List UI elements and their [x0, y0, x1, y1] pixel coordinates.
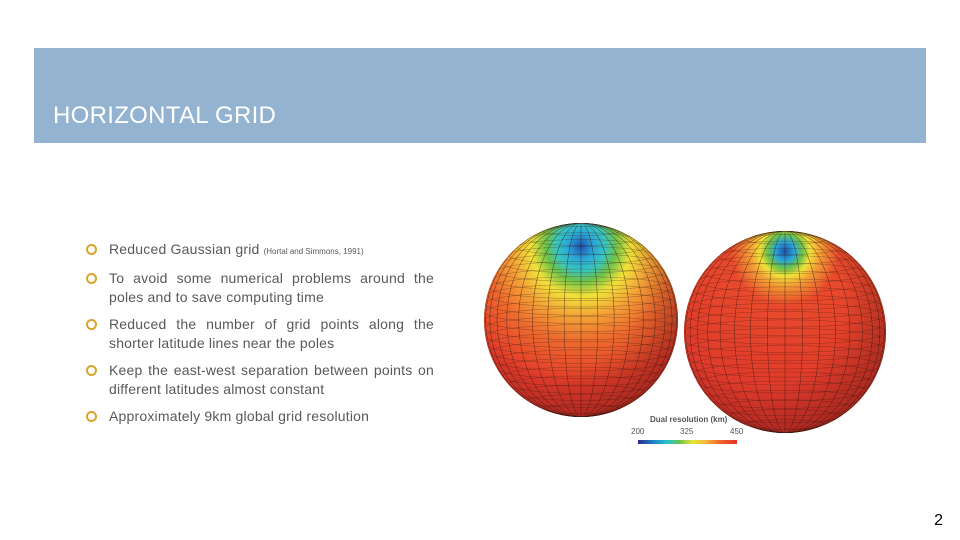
bullet-text: Reduced the number of grid points along …: [109, 316, 434, 351]
bullet-ring-icon: [86, 273, 97, 284]
citation-text: (Hortal and Simmons, 1991): [263, 247, 364, 256]
bullet-item: Reduced the number of grid points along …: [86, 315, 434, 353]
legend-tick-label: 325: [680, 427, 694, 436]
legend-color-bar: [638, 440, 737, 444]
bullet-ring-icon: [86, 411, 97, 422]
bullet-item: Keep the east-west separation between po…: [86, 361, 434, 399]
title-band: HORIZONTAL GRID: [34, 48, 926, 143]
globe-right: [684, 231, 886, 433]
bullet-text: Approximately 9km global grid resolution: [109, 408, 370, 424]
slide-title: HORIZONTAL GRID: [53, 102, 277, 129]
legend-ticks: 200 325 450: [631, 427, 749, 437]
bullet-list: Reduced Gaussian grid (Hortal and Simmon…: [86, 240, 434, 434]
legend-title: Dual resolution (km): [650, 415, 728, 424]
bullet-ring-icon: [86, 244, 97, 255]
bullet-ring-icon: [86, 319, 97, 330]
page-number: 2: [934, 512, 943, 529]
bullet-text: To avoid some numerical problems around …: [109, 270, 434, 305]
legend-tick-label: 200: [631, 427, 645, 436]
globe-grid-figure: [484, 223, 886, 433]
legend-tick-label: 450: [730, 427, 744, 436]
bullet-item: Reduced Gaussian grid (Hortal and Simmon…: [86, 240, 434, 261]
bullet-text: Keep the east-west separation between po…: [109, 362, 434, 397]
globe-left: [484, 223, 678, 417]
bullet-text: Reduced Gaussian grid: [109, 241, 264, 257]
bullet-item: Approximately 9km global grid resolution: [86, 407, 434, 426]
bullet-item: To avoid some numerical problems around …: [86, 269, 434, 307]
bullet-ring-icon: [86, 365, 97, 376]
